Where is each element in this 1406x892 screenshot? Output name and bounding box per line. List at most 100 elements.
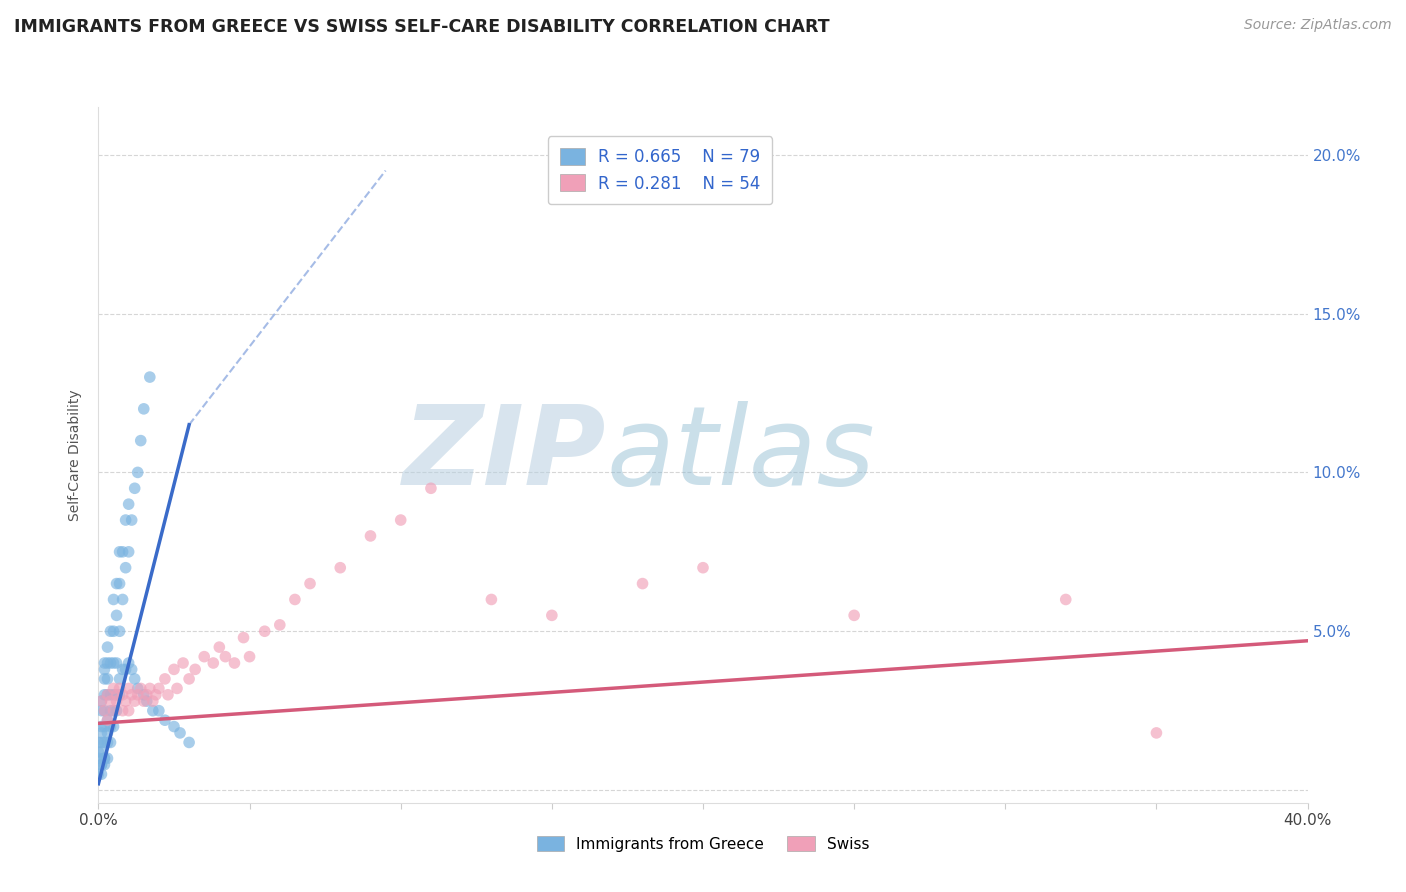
Point <box>96 688 118 702</box>
Point <box>389 513 412 527</box>
Point <box>111 704 134 718</box>
Point <box>105 694 128 708</box>
Point <box>108 688 131 702</box>
Point <box>96 735 118 749</box>
Point <box>253 624 276 639</box>
Point <box>100 735 122 749</box>
Point <box>90 726 112 740</box>
Point <box>90 704 112 718</box>
Point <box>269 618 291 632</box>
Point <box>111 688 134 702</box>
Point <box>145 688 167 702</box>
Point <box>105 704 128 718</box>
Point <box>108 576 131 591</box>
Point <box>166 681 188 696</box>
Point <box>239 649 262 664</box>
Text: atlas: atlas <box>606 401 875 508</box>
Point <box>87 751 110 765</box>
Point <box>93 656 115 670</box>
Point <box>1054 592 1077 607</box>
Point <box>121 688 143 702</box>
Point <box>139 370 162 384</box>
Point <box>105 688 128 702</box>
Point <box>135 688 157 702</box>
Point <box>100 704 122 718</box>
Point <box>118 545 141 559</box>
Point <box>232 631 254 645</box>
Point <box>118 497 141 511</box>
Point <box>96 726 118 740</box>
Point <box>93 688 115 702</box>
Point <box>127 466 149 480</box>
Point <box>103 592 125 607</box>
Point <box>103 656 125 670</box>
Point <box>124 694 146 708</box>
Point <box>96 672 118 686</box>
Point <box>124 672 146 686</box>
Point <box>96 713 118 727</box>
Point <box>631 576 654 591</box>
Point <box>93 720 115 734</box>
Point <box>132 694 155 708</box>
Point <box>90 694 112 708</box>
Point <box>90 694 112 708</box>
Point <box>481 592 503 607</box>
Point <box>360 529 382 543</box>
Point <box>179 735 201 749</box>
Point <box>96 656 118 670</box>
Point <box>129 681 152 696</box>
Point <box>103 624 125 639</box>
Point <box>100 694 122 708</box>
Point <box>93 704 115 718</box>
Point <box>156 688 179 702</box>
Point <box>299 576 322 591</box>
Point <box>135 694 157 708</box>
Point <box>121 513 143 527</box>
Point <box>540 608 562 623</box>
Point <box>100 688 122 702</box>
Point <box>87 767 110 781</box>
Point <box>105 576 128 591</box>
Point <box>224 656 246 670</box>
Point <box>114 513 136 527</box>
Point <box>142 694 165 708</box>
Text: Source: ZipAtlas.com: Source: ZipAtlas.com <box>1244 18 1392 32</box>
Point <box>169 726 191 740</box>
Point <box>87 735 110 749</box>
Point <box>142 704 165 718</box>
Point <box>132 688 155 702</box>
Point <box>163 720 186 734</box>
Point <box>163 662 186 676</box>
Y-axis label: Self-Care Disability: Self-Care Disability <box>69 389 83 521</box>
Point <box>96 713 118 727</box>
Point <box>179 672 201 686</box>
Point <box>114 662 136 676</box>
Point <box>96 688 118 702</box>
Point <box>103 704 125 718</box>
Point <box>118 704 141 718</box>
Point <box>118 656 141 670</box>
Point <box>129 434 152 448</box>
Point <box>132 401 155 416</box>
Point <box>420 481 443 495</box>
Point <box>93 735 115 749</box>
Point <box>93 672 115 686</box>
Point <box>93 662 115 676</box>
Point <box>1144 726 1167 740</box>
Point <box>105 688 128 702</box>
Point <box>108 681 131 696</box>
Point <box>111 662 134 676</box>
Text: IMMIGRANTS FROM GREECE VS SWISS SELF-CARE DISABILITY CORRELATION CHART: IMMIGRANTS FROM GREECE VS SWISS SELF-CAR… <box>14 18 830 36</box>
Point <box>118 681 141 696</box>
Point <box>103 688 125 702</box>
Point <box>692 560 714 574</box>
Point <box>93 751 115 765</box>
Point <box>105 656 128 670</box>
Point <box>93 751 115 765</box>
Point <box>111 592 134 607</box>
Point <box>90 757 112 772</box>
Point <box>214 649 236 664</box>
Legend: Immigrants from Greece, Swiss: Immigrants from Greece, Swiss <box>530 830 876 858</box>
Point <box>284 592 307 607</box>
Point <box>208 640 231 654</box>
